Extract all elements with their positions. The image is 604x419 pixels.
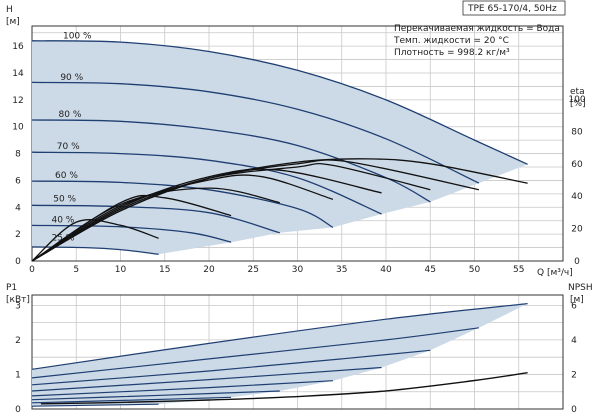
bottom-panel-ticks: 0 1 2 3 0 2 4 6 [15, 301, 577, 415]
power-tick-label: 3 [15, 301, 21, 311]
npsh-curve [40, 372, 528, 405]
flow-tick-label: 35 [336, 265, 347, 275]
eta-axis-unit: [%] [570, 99, 586, 109]
npsh-tick-label: 6 [571, 301, 577, 311]
power-axis-label: P1 [6, 283, 17, 293]
power-curve [31, 327, 479, 379]
head-tick-label: 16 [12, 42, 24, 52]
flow-tick-label: 45 [425, 265, 436, 275]
flow-tick-label: 15 [159, 265, 170, 275]
flow-tick-label: 25 [248, 265, 259, 275]
eta-tick-label: 20 [571, 225, 583, 235]
eta-tick-label: 0 [574, 257, 580, 267]
power-curve [31, 396, 232, 404]
info-line-fluid: Перекачиваемая жидкость = Вода [394, 24, 560, 34]
head-tick-label: 8 [15, 150, 21, 160]
flow-tick-label: 55 [513, 265, 524, 275]
flow-tick-label: 40 [380, 265, 392, 275]
speed-label: 50 % [53, 195, 76, 205]
power-tick-label: 1 [15, 370, 21, 380]
eta-tick-label: 60 [571, 160, 583, 170]
speed-label: 70 % [57, 142, 80, 152]
power-curve [31, 403, 159, 407]
info-line-temp: Темп. жидкости = 20 °C [393, 36, 509, 46]
speed-label: 90 % [60, 73, 83, 83]
bottom-panel-curves [31, 303, 528, 407]
power-curve [31, 349, 431, 386]
head-curve [31, 224, 232, 243]
power-curve [31, 390, 280, 401]
top-panel-ticks: 0 5 10 15 20 25 30 35 40 45 50 55 0 2 4 6 8 10 12 14 16 0 20 40… [12, 42, 586, 275]
power-curve [31, 303, 528, 370]
efficiency-curve [31, 194, 232, 262]
eta-tick-label: 100 [568, 95, 585, 105]
top-panel-curves: 100 % 90 % 80 % 70 % 60 % 50 % 40 % 25 % [31, 31, 528, 262]
power-tick-label: 2 [15, 336, 21, 346]
power-curve [31, 380, 333, 397]
flow-tick-label: 10 [115, 265, 127, 275]
flow-tick-label: 30 [292, 265, 304, 275]
speed-label: 80 % [59, 110, 82, 120]
flow-tick-label: 20 [203, 265, 215, 275]
model-box [462, 0, 566, 16]
power-axis-unit: [кВт] [6, 295, 30, 305]
head-curve [31, 40, 528, 165]
head-tick-label: 2 [15, 230, 21, 240]
efficiency-curve [31, 168, 382, 262]
head-axis-unit: [м] [6, 17, 20, 27]
flow-axis-label: Q [м³/ч] [537, 268, 573, 278]
flow-tick-label: 5 [73, 265, 79, 275]
head-tick-label: 12 [12, 96, 23, 106]
efficiency-curve [31, 163, 431, 262]
model-box-text: TPE 65-170/4, 50Hz [467, 4, 557, 14]
head-tick-label: 6 [15, 176, 21, 186]
speed-label: 60 % [55, 171, 78, 181]
head-curve [31, 180, 334, 228]
efficiency-curve [31, 174, 334, 262]
eta-tick-label: 40 [571, 192, 583, 202]
npsh-tick-label: 4 [571, 336, 577, 346]
head-tick-label: 4 [15, 203, 21, 213]
flow-tick-label: 0 [29, 265, 35, 275]
eta-axis-label: eta [570, 87, 585, 97]
head-tick-label: 0 [15, 257, 21, 267]
speed-label: 40 % [51, 215, 74, 225]
npsh-axis-unit: [м] [570, 295, 584, 305]
head-tick-label: 14 [12, 69, 24, 79]
efficiency-curve [31, 219, 159, 262]
power-curve [31, 366, 382, 392]
info-line-density: Плотность = 998.2 кг/м³ [394, 48, 510, 58]
head-curve [31, 151, 382, 215]
eta-tick-label: 80 [571, 127, 583, 137]
power-tick-label: 0 [15, 405, 21, 415]
speed-label: 100 % [63, 31, 92, 41]
top-panel-area [32, 40, 528, 255]
npsh-tick-label: 2 [571, 370, 577, 380]
bottom-panel-area [32, 303, 528, 407]
head-curve [31, 81, 480, 184]
operating-area-power [32, 303, 528, 407]
operating-area-head [32, 40, 528, 255]
npsh-axis-label: NPSH [568, 283, 593, 293]
bottom-panel-frame [31, 294, 564, 410]
head-tick-label: 10 [12, 123, 24, 133]
head-curve [31, 204, 280, 234]
speed-label: 25 % [51, 234, 74, 244]
head-axis-label: H [6, 5, 13, 15]
flow-tick-label: 50 [469, 265, 481, 275]
npsh-tick-label: 0 [571, 405, 577, 415]
